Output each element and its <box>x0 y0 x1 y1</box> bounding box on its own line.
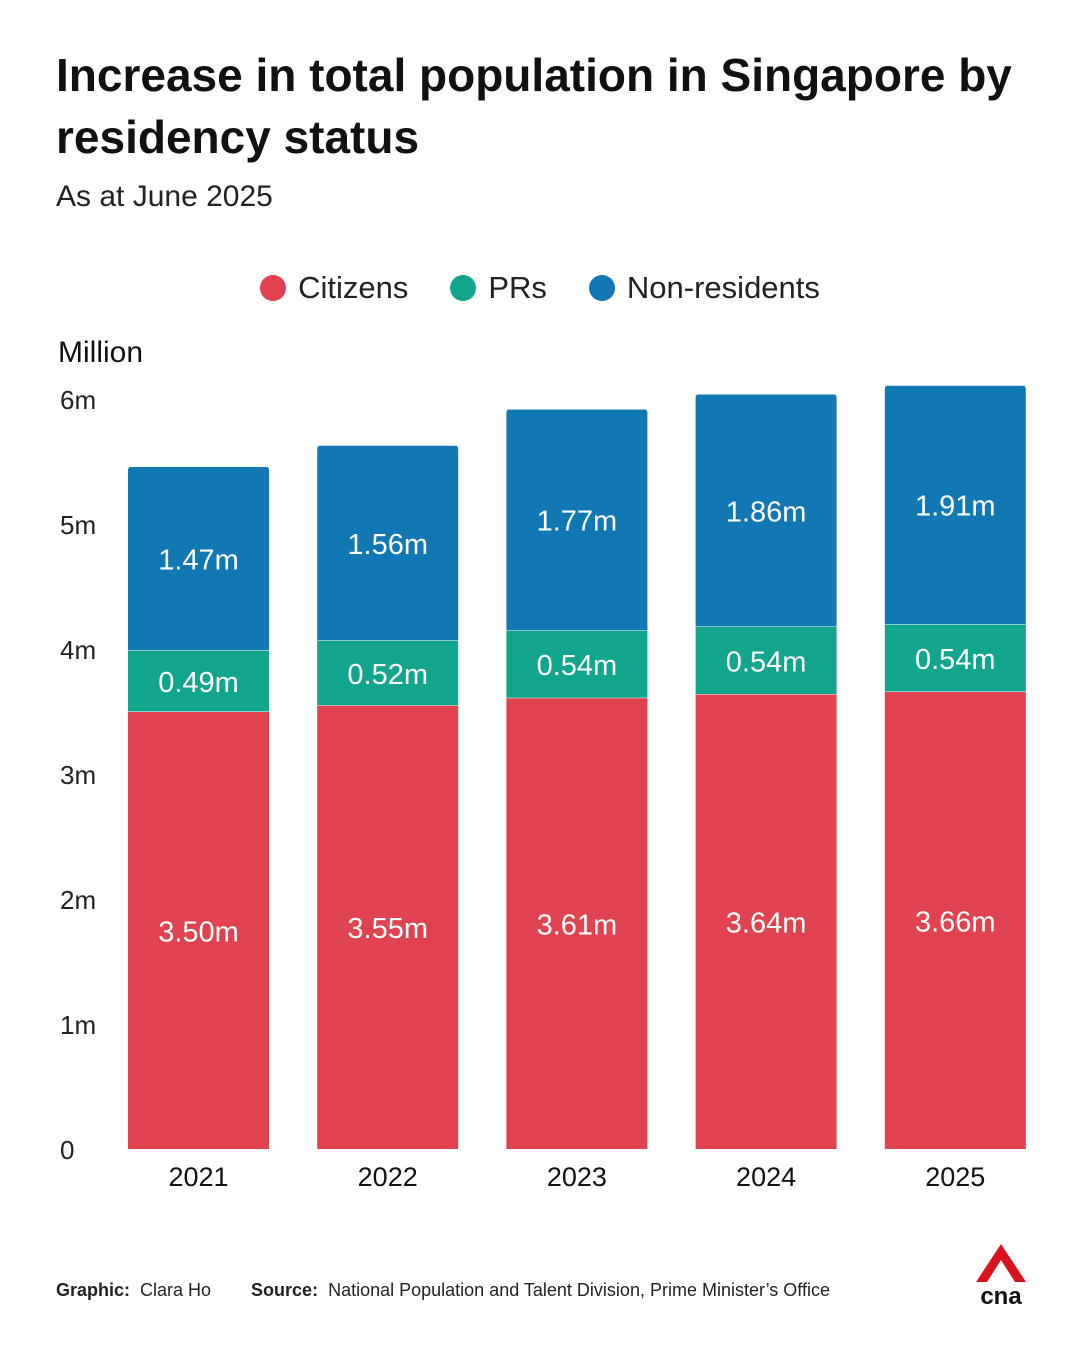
bar-segment <box>884 385 1026 624</box>
bar-segment <box>695 694 837 1149</box>
bar-segment <box>317 705 459 1149</box>
data-label: 1.91m <box>915 491 996 523</box>
credit-source-label: Source: <box>251 1280 319 1300</box>
data-label: 1.77m <box>537 506 618 538</box>
x-tick-label: 2023 <box>547 1162 607 1192</box>
credit-graphic-value: Clara Ho <box>140 1280 212 1300</box>
data-label: 0.52m <box>347 659 428 691</box>
chart-legend: Citizens PRs Non-residents <box>0 270 1080 306</box>
legend-item-prs: PRs <box>450 270 547 306</box>
credit-graphic-label: Graphic: <box>56 1280 131 1300</box>
legend-swatch-citizens <box>260 275 287 301</box>
data-label: 3.55m <box>347 913 428 945</box>
bar-segment <box>695 626 837 694</box>
data-label: 3.61m <box>537 909 618 941</box>
legend-label-non-residents: Non-residents <box>626 270 820 305</box>
data-label: 0.49m <box>158 667 239 699</box>
legend-swatch-prs <box>450 275 477 301</box>
credit-source: Source: National Population and Talent Di… <box>251 1280 830 1301</box>
y-tick-label: 6m <box>60 385 96 415</box>
y-tick-label: 5m <box>60 510 96 540</box>
data-label: 3.66m <box>915 906 996 938</box>
legend-item-citizens: Citizens <box>260 270 408 306</box>
y-tick-label: 0 <box>60 1135 74 1165</box>
bar-segment <box>128 650 269 712</box>
bar-segment <box>128 711 269 1149</box>
legend-item-non-residents: Non-residents <box>588 270 820 306</box>
bar-segment <box>506 409 648 631</box>
bar-segment <box>128 466 269 651</box>
cna-logo-icon: cna <box>976 1244 1026 1308</box>
chart-title: Increase in total population in Singapor… <box>56 49 1012 163</box>
bar-segment <box>695 394 837 627</box>
data-label: 3.64m <box>726 908 807 940</box>
data-label: 0.54m <box>726 646 807 678</box>
y-tick-label: 1m <box>60 1010 96 1040</box>
bar-segment <box>317 640 459 706</box>
y-axis-unit-label: Million <box>58 336 144 369</box>
legend-swatch-non-residents <box>588 275 615 301</box>
x-tick-label: 2022 <box>358 1162 418 1192</box>
credit-graphic: Graphic: Clara Ho <box>56 1280 211 1301</box>
stacked-bar-chart: 0 1m 2m 3m 4m 5m 6m 3.50m 0.49m 1.47m 2021 3.55m 0.5… <box>60 384 1026 1192</box>
x-tick-label: 2024 <box>736 1162 796 1192</box>
y-tick-label: 4m <box>60 635 96 665</box>
svg-text:cna: cna <box>980 1283 1022 1308</box>
data-label: 3.50m <box>158 916 239 948</box>
data-label: 0.54m <box>537 650 618 682</box>
bar-segment <box>506 697 648 1149</box>
x-tick-label: 2021 <box>168 1162 228 1192</box>
bar-segment <box>884 624 1026 692</box>
legend-label-prs: PRs <box>488 270 547 305</box>
y-tick-label: 3m <box>60 760 96 790</box>
chart-subtitle: As at June 2025 <box>56 180 273 213</box>
data-label: 0.54m <box>915 644 996 676</box>
bar-segment <box>884 691 1026 1149</box>
data-label: 1.56m <box>347 529 428 561</box>
data-label: 1.47m <box>158 544 239 576</box>
legend-label-citizens: Citizens <box>298 270 409 305</box>
bar-segment <box>506 630 648 698</box>
x-tick-label: 2025 <box>925 1162 985 1192</box>
chart-footer: Graphic: Clara Ho Source: National Populat… <box>56 1280 830 1301</box>
bar-segment <box>317 445 459 641</box>
data-label: 1.86m <box>726 496 807 528</box>
y-tick-label: 2m <box>60 885 96 915</box>
credit-source-value: National Population and Talent Division,… <box>328 1280 830 1300</box>
